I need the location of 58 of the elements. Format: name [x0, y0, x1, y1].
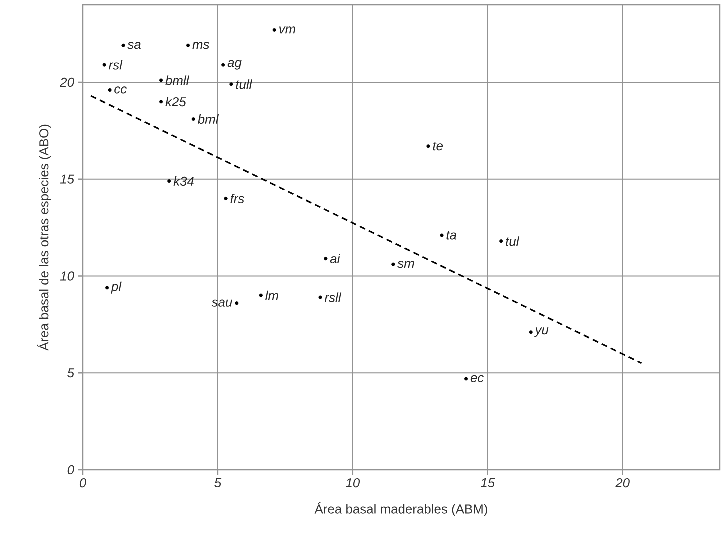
y-tick-label: 15 [60, 174, 75, 184]
x-axis-title: Área basal maderables (ABM) [314, 502, 488, 516]
y-tick-label: 10 [60, 272, 74, 281]
point [230, 82, 234, 86]
annotation: rsll [324, 292, 342, 302]
y-axis-title: Área basal de las otras especies (ABO) [37, 124, 52, 351]
x-tick-label: 5 [214, 478, 222, 488]
point [106, 286, 110, 290]
point [108, 88, 112, 92]
annotation: te [433, 142, 444, 151]
x-tick-label: 0 [80, 478, 86, 488]
point [440, 234, 444, 238]
annotation: yu [534, 328, 549, 338]
annotation: tul [506, 236, 520, 246]
point [224, 196, 228, 201]
annotation: k25 [166, 97, 186, 107]
point [122, 44, 126, 48]
annotation: vm [280, 26, 296, 34]
point [392, 262, 396, 266]
point [318, 296, 322, 300]
point [186, 44, 190, 48]
point [222, 63, 226, 67]
annotation: tull [236, 80, 252, 90]
point [324, 257, 328, 261]
annotation: ec [470, 375, 484, 382]
x-tick-label: 15 [481, 478, 496, 488]
point [159, 100, 164, 104]
annotation: bmll [166, 76, 190, 86]
y-tick-label: 20 [60, 78, 74, 88]
y-tick-label: 5 [68, 368, 75, 378]
point [464, 377, 468, 381]
point [102, 63, 106, 67]
point [500, 240, 504, 244]
annotation: rsl [109, 60, 123, 70]
point [168, 180, 172, 184]
annotation: lm [266, 290, 278, 300]
annotation: frs [230, 194, 244, 204]
point [192, 118, 196, 122]
point [529, 330, 533, 334]
annotation: ms [192, 42, 210, 50]
x-tick-label: 10 [346, 478, 360, 488]
x-tick-label: 20 [616, 478, 630, 488]
annotation: ag [228, 60, 242, 70]
annotation: bml [198, 114, 220, 124]
annotation: ta [446, 231, 457, 240]
annotation: sa [128, 42, 141, 50]
annotation: cc [114, 86, 127, 94]
point [272, 28, 276, 32]
point [235, 302, 239, 306]
annotation: pl [111, 282, 122, 294]
point [159, 78, 164, 82]
annotation: sau [212, 300, 232, 307]
annotation: k34 [174, 176, 194, 186]
point [426, 144, 430, 148]
annotation: ai [330, 254, 340, 264]
point [259, 294, 263, 298]
annotation: sm [398, 261, 414, 268]
y-tick-label: 0 [68, 465, 74, 475]
